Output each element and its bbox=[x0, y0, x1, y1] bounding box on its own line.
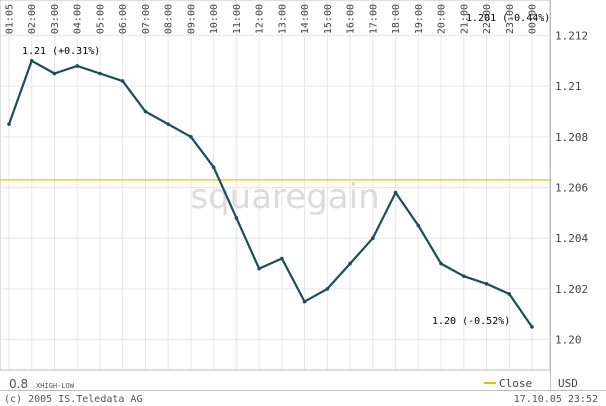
x-tick-label: 20:00 bbox=[437, 4, 448, 34]
x-tick-label: 00:00 bbox=[528, 4, 539, 34]
close-series-point bbox=[7, 122, 11, 126]
y-tick-label: 1.202 bbox=[555, 283, 588, 296]
legend-close-label: Close bbox=[499, 377, 532, 390]
y-tick-label: 1.21 bbox=[555, 80, 582, 93]
y-tick-label: 1.212 bbox=[555, 29, 588, 42]
close-series-point bbox=[461, 274, 466, 279]
y-tick-label: 1.208 bbox=[555, 131, 588, 144]
x-tick-label: 04:00 bbox=[73, 4, 84, 34]
x-tick-label: 23:00 bbox=[505, 4, 516, 34]
footer-copyright: (c) 2005 IS.Teledata AG bbox=[4, 394, 142, 405]
x-tick-label: 08:00 bbox=[164, 4, 175, 34]
volume-sublabel: XHIGH-LOW bbox=[36, 382, 75, 390]
close-series-point bbox=[29, 59, 34, 63]
close-series-point bbox=[439, 261, 443, 266]
plot-area bbox=[0, 0, 551, 371]
x-tick-label: 09:00 bbox=[186, 4, 197, 34]
x-tick-label: 12:00 bbox=[255, 4, 266, 34]
x-tick-label: 14:00 bbox=[300, 4, 311, 34]
close-series-point bbox=[393, 190, 398, 195]
x-tick-label: 15:00 bbox=[323, 4, 334, 34]
x-tick-label: 13:00 bbox=[277, 4, 288, 34]
close-series-point bbox=[507, 292, 512, 296]
x-tick-label: 21:00 bbox=[459, 4, 470, 34]
close-series-point bbox=[211, 165, 216, 170]
x-tick-label: 19:00 bbox=[414, 4, 425, 34]
y-tick-label: 1.20 bbox=[555, 334, 582, 347]
close-series-point bbox=[120, 79, 125, 83]
y-tick-label: 1.204 bbox=[555, 232, 588, 245]
annotation-last: 1.201 (-0.44%) bbox=[466, 13, 550, 24]
annotation-high: 1.21 (+0.31%) bbox=[22, 46, 100, 57]
x-tick-label: 01:05 bbox=[5, 4, 16, 34]
close-series-point bbox=[234, 216, 239, 220]
close-series-point bbox=[52, 71, 57, 76]
x-tick-label: 03:00 bbox=[50, 4, 61, 34]
close-series-point bbox=[348, 261, 352, 266]
close-series-point bbox=[280, 256, 284, 261]
close-series-point bbox=[416, 223, 421, 228]
currency-label: USD bbox=[558, 377, 578, 390]
close-series-point bbox=[302, 299, 307, 304]
close-series-point bbox=[143, 109, 148, 114]
x-tick-label: 17:00 bbox=[368, 4, 379, 34]
x-tick-label: 02:00 bbox=[27, 4, 38, 34]
close-series-point bbox=[166, 122, 170, 126]
x-tick-label: 11:00 bbox=[232, 4, 243, 34]
y-tick-label: 1.206 bbox=[555, 182, 588, 195]
close-series-point bbox=[530, 325, 534, 329]
close-series-point bbox=[98, 71, 102, 76]
x-tick-label: 22:00 bbox=[482, 4, 493, 34]
x-tick-label: 16:00 bbox=[346, 4, 357, 34]
x-tick-label: 05:00 bbox=[95, 4, 106, 34]
x-tick-label: 18:00 bbox=[391, 4, 402, 34]
x-tick-label: 06:00 bbox=[118, 4, 129, 34]
annotation-low: 1.20 (-0.52%) bbox=[432, 316, 510, 327]
close-series-point bbox=[257, 266, 261, 271]
close-series-point bbox=[371, 236, 375, 241]
volume-label: 0.8 bbox=[9, 377, 28, 391]
x-tick-label: 10:00 bbox=[209, 4, 220, 34]
close-series-point bbox=[189, 135, 193, 139]
x-tick-label: 07:00 bbox=[141, 4, 152, 34]
close-series-point bbox=[75, 64, 80, 68]
footer-timestamp: 17.10.05 23:52 bbox=[514, 394, 598, 405]
close-series-line bbox=[7, 59, 533, 328]
close-series-point bbox=[325, 287, 330, 291]
close-series-point bbox=[484, 282, 489, 286]
watermark: squaregain bbox=[190, 177, 379, 217]
